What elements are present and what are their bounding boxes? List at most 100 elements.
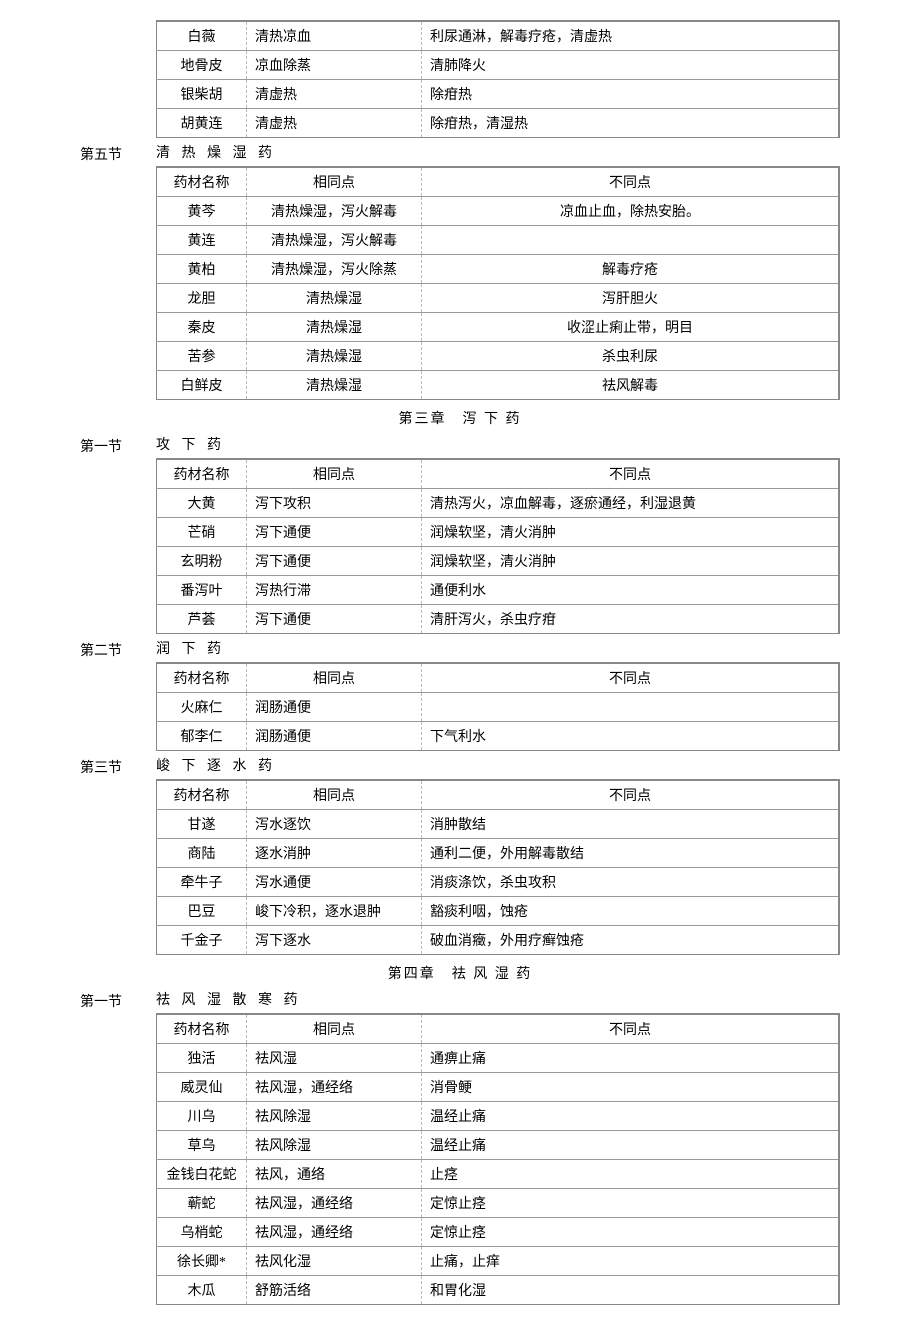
table-cell: 逐水消肿	[247, 839, 422, 868]
table-cell: 泻水通便	[247, 868, 422, 897]
table-cell: 除疳热	[422, 80, 840, 109]
section5-content: 清 热 燥 湿 药 药材名称相同点不同点黄芩清热燥湿，泻火解毒凉血止血，除热安胎…	[156, 140, 840, 400]
ch3s1-table: 药材名称相同点不同点大黄泻下攻积清热泻火，凉血解毒，逐瘀通经，利湿退黄芒硝泻下通…	[156, 458, 840, 634]
table-row: 番泻叶泻热行滞通便利水	[157, 576, 840, 605]
table-row: 川乌祛风除湿温经止痛	[157, 1102, 840, 1131]
table-row: 秦皮清热燥湿收涩止痢止带，明目	[157, 313, 840, 342]
table-cell: 泻水逐饮	[247, 810, 422, 839]
table-cell: 温经止痛	[422, 1131, 840, 1160]
table-cell: 木瓜	[157, 1276, 247, 1305]
table-cell: 金钱白花蛇	[157, 1160, 247, 1189]
ch3s1-label: 第一节	[80, 432, 156, 456]
table-cell: 巴豆	[157, 897, 247, 926]
table-header: 药材名称	[157, 663, 247, 693]
ch3s2-row: 第二节 润 下 药 药材名称相同点不同点火麻仁润肠通便郁李仁润肠通便下气利水	[80, 636, 840, 751]
table-cell: 黄芩	[157, 197, 247, 226]
table-cell: 清热凉血	[247, 21, 422, 51]
table-header: 相同点	[247, 1014, 422, 1044]
ch3s3-label: 第三节	[80, 753, 156, 777]
table-row: 甘遂泻水逐饮消肿散结	[157, 810, 840, 839]
table-cell: 祛风，通络	[247, 1160, 422, 1189]
table-cell: 祛风湿，通经络	[247, 1189, 422, 1218]
table-cell: 芦荟	[157, 605, 247, 634]
table-cell: 千金子	[157, 926, 247, 955]
table-row: 大黄泻下攻积清热泻火，凉血解毒，逐瘀通经，利湿退黄	[157, 489, 840, 518]
table-header: 相同点	[247, 167, 422, 197]
table-header: 相同点	[247, 780, 422, 810]
ch4s1-table: 药材名称相同点不同点独活祛风湿通痹止痛威灵仙祛风湿，通经络消骨鲠川乌祛风除湿温经…	[156, 1013, 840, 1305]
table-cell: 润肠通便	[247, 693, 422, 722]
table-row: 龙胆清热燥湿泻肝胆火	[157, 284, 840, 313]
table-cell: 利尿通淋，解毒疗疮，清虚热	[422, 21, 840, 51]
table-cell: 祛风湿，通经络	[247, 1218, 422, 1247]
table-header: 药材名称	[157, 167, 247, 197]
table-row: 郁李仁润肠通便下气利水	[157, 722, 840, 751]
table-row: 火麻仁润肠通便	[157, 693, 840, 722]
table-row: 金钱白花蛇祛风，通络止痉	[157, 1160, 840, 1189]
table-cell: 清肝泻火，杀虫疗疳	[422, 605, 840, 634]
ch3s2-title: 润 下 药	[156, 636, 840, 662]
table-cell: 商陆	[157, 839, 247, 868]
table-cell: 乌梢蛇	[157, 1218, 247, 1247]
table-cell: 黄柏	[157, 255, 247, 284]
ch3s2-label: 第二节	[80, 636, 156, 660]
table-cell: 芒硝	[157, 518, 247, 547]
table-cell: 润燥软坚，清火消肿	[422, 518, 840, 547]
table-row: 威灵仙祛风湿，通经络消骨鲠	[157, 1073, 840, 1102]
table-cell: 郁李仁	[157, 722, 247, 751]
section5-title: 清 热 燥 湿 药	[156, 140, 840, 166]
table-cell: 祛风湿，通经络	[247, 1073, 422, 1102]
table-cell: 收涩止痢止带，明目	[422, 313, 840, 342]
ch3s3-table: 药材名称相同点不同点甘遂泻水逐饮消肿散结商陆逐水消肿通利二便，外用解毒散结牵牛子…	[156, 779, 840, 955]
table-cell: 止痛，止痒	[422, 1247, 840, 1276]
table-row: 木瓜舒筋活络和胃化湿	[157, 1276, 840, 1305]
table-cell: 清热燥湿	[247, 371, 422, 400]
table-cell: 舒筋活络	[247, 1276, 422, 1305]
ch3s1-title: 攻 下 药	[156, 432, 840, 458]
ch3s2-content: 润 下 药 药材名称相同点不同点火麻仁润肠通便郁李仁润肠通便下气利水	[156, 636, 840, 751]
table-header: 药材名称	[157, 1014, 247, 1044]
table-cell: 独活	[157, 1044, 247, 1073]
table-row: 白薇清热凉血利尿通淋，解毒疗疮，清虚热	[157, 21, 840, 51]
table-row: 芒硝泻下通便润燥软坚，清火消肿	[157, 518, 840, 547]
table-cell: 通利二便，外用解毒散结	[422, 839, 840, 868]
table-row: 胡黄连清虚热除疳热，清湿热	[157, 109, 840, 138]
table-header: 相同点	[247, 459, 422, 489]
table-cell: 豁痰利咽，蚀疮	[422, 897, 840, 926]
table-header: 不同点	[422, 780, 840, 810]
table-cell: 清虚热	[247, 109, 422, 138]
table-cell: 泻下通便	[247, 547, 422, 576]
table-cell: 银柴胡	[157, 80, 247, 109]
table-header: 不同点	[422, 167, 840, 197]
table-cell: 苦参	[157, 342, 247, 371]
ch3s3-content: 峻 下 逐 水 药 药材名称相同点不同点甘遂泻水逐饮消肿散结商陆逐水消肿通利二便…	[156, 753, 840, 955]
table-header: 药材名称	[157, 780, 247, 810]
table-cell: 凉血除蒸	[247, 51, 422, 80]
ch4s1-row: 第一节 祛 风 湿 散 寒 药 药材名称相同点不同点独活祛风湿通痹止痛威灵仙祛风…	[80, 987, 840, 1305]
table-cell	[422, 693, 840, 722]
table-cell: 祛风除湿	[247, 1131, 422, 1160]
table-row: 黄连清热燥湿，泻火解毒	[157, 226, 840, 255]
section5-row: 第五节 清 热 燥 湿 药 药材名称相同点不同点黄芩清热燥湿，泻火解毒凉血止血，…	[80, 140, 840, 400]
table-cell: 止痉	[422, 1160, 840, 1189]
table-cell: 润燥软坚，清火消肿	[422, 547, 840, 576]
table-row: 独活祛风湿通痹止痛	[157, 1044, 840, 1073]
table-cell: 泻热行滞	[247, 576, 422, 605]
table-cell: 龙胆	[157, 284, 247, 313]
table-cell: 白鲜皮	[157, 371, 247, 400]
table-cell: 玄明粉	[157, 547, 247, 576]
table-header: 相同点	[247, 663, 422, 693]
table-cell: 消痰涤饮，杀虫攻积	[422, 868, 840, 897]
table-cell: 消肿散结	[422, 810, 840, 839]
table-cell: 杀虫利尿	[422, 342, 840, 371]
table-cell	[422, 226, 840, 255]
table-header: 不同点	[422, 1014, 840, 1044]
chapter4-title: 第四章 祛 风 湿 药	[80, 957, 840, 987]
table-row: 玄明粉泻下通便润燥软坚，清火消肿	[157, 547, 840, 576]
table-cell: 清虚热	[247, 80, 422, 109]
table-cell: 泻下通便	[247, 518, 422, 547]
table-cell: 泻下逐水	[247, 926, 422, 955]
table-cell: 清热燥湿，泻火解毒	[247, 226, 422, 255]
table-cell: 清热燥湿	[247, 284, 422, 313]
table-row: 白鲜皮清热燥湿祛风解毒	[157, 371, 840, 400]
